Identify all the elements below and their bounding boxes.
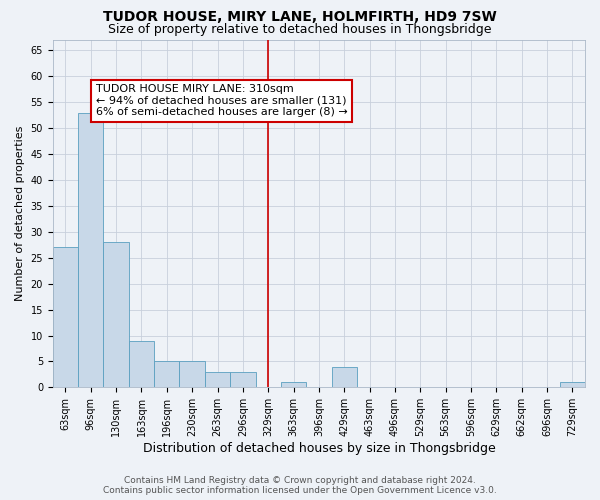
Bar: [205, 372, 230, 388]
Bar: [281, 382, 306, 388]
Bar: [129, 340, 154, 388]
Bar: [230, 372, 256, 388]
Bar: [332, 366, 357, 388]
Bar: [103, 242, 129, 388]
Bar: [179, 362, 205, 388]
Bar: [53, 248, 78, 388]
Text: TUDOR HOUSE MIRY LANE: 310sqm
← 94% of detached houses are smaller (131)
6% of s: TUDOR HOUSE MIRY LANE: 310sqm ← 94% of d…: [96, 84, 347, 117]
Bar: [560, 382, 585, 388]
Y-axis label: Number of detached properties: Number of detached properties: [15, 126, 25, 302]
Text: Size of property relative to detached houses in Thongsbridge: Size of property relative to detached ho…: [108, 22, 492, 36]
X-axis label: Distribution of detached houses by size in Thongsbridge: Distribution of detached houses by size …: [143, 442, 495, 455]
Bar: [78, 112, 103, 388]
Bar: [154, 362, 179, 388]
Text: TUDOR HOUSE, MIRY LANE, HOLMFIRTH, HD9 7SW: TUDOR HOUSE, MIRY LANE, HOLMFIRTH, HD9 7…: [103, 10, 497, 24]
Text: Contains HM Land Registry data © Crown copyright and database right 2024.
Contai: Contains HM Land Registry data © Crown c…: [103, 476, 497, 495]
